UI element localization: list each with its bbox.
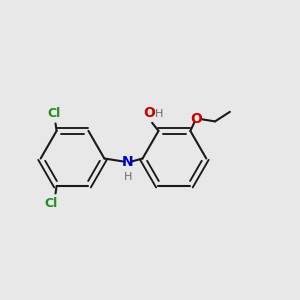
Text: N: N [122,155,134,169]
Text: Cl: Cl [48,107,61,120]
Text: H: H [155,109,164,119]
Text: O: O [143,106,155,120]
Text: O: O [190,112,202,126]
Text: Cl: Cl [45,197,58,210]
Text: H: H [124,172,132,182]
